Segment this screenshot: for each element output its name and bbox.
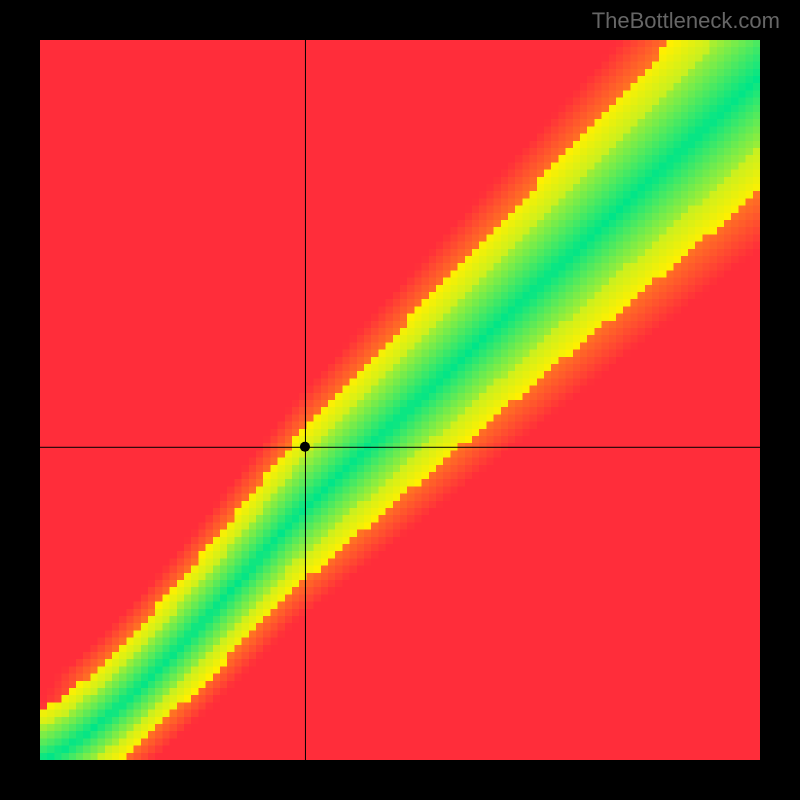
heatmap-chart	[40, 40, 760, 760]
watermark-text: TheBottleneck.com	[592, 8, 780, 34]
crosshair-overlay	[40, 40, 760, 760]
